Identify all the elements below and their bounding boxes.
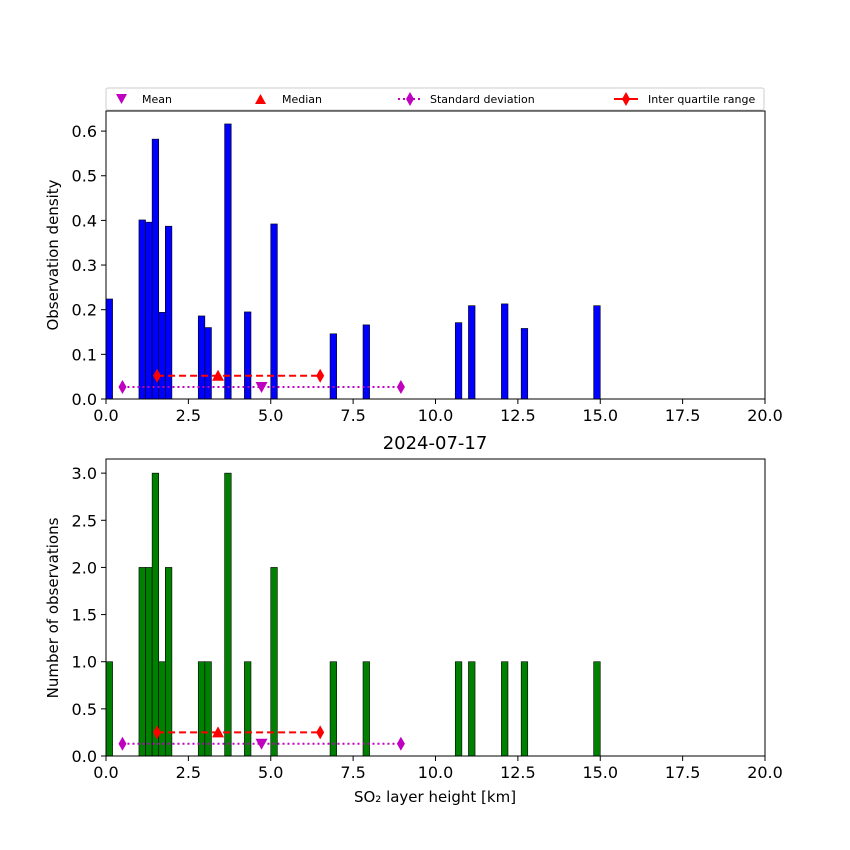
bar-1-14: [468, 661, 476, 757]
xtick-label-1-3: 7.5: [340, 763, 365, 782]
bar-0-17: [593, 305, 601, 400]
iqr-endpoint-0-0: [153, 368, 162, 383]
ytick-label-0-6: 0.6: [72, 122, 97, 141]
bar-1-2: [145, 567, 153, 757]
bar-1-8: [224, 472, 232, 757]
legend-entry-median: Median: [255, 93, 322, 106]
xtick-label-0-1: 2.5: [176, 406, 201, 425]
bar-1-12: [362, 661, 370, 757]
top-ylabel: Observation density: [44, 179, 62, 330]
bar-0-11: [329, 333, 337, 400]
ytick-label-0-5: 0.5: [72, 167, 97, 186]
bar-0-9: [244, 311, 252, 400]
bar-0-5: [165, 225, 173, 400]
legend-iqr-marker-icon: [622, 92, 630, 106]
bar-0-13: [454, 322, 463, 400]
iqr-endpoint-0-1: [316, 368, 325, 383]
xtick-label-0-8: 20.0: [747, 406, 783, 425]
bar-1-9: [244, 661, 252, 757]
legend-mean-label: Mean: [142, 93, 172, 106]
xtick-label-0-4: 10.0: [418, 406, 454, 425]
ytick-label-1-2: 1.0: [72, 653, 97, 672]
legend-iqr-label: Inter quartile range: [648, 93, 755, 106]
xtick-label-1-5: 12.5: [500, 763, 536, 782]
ytick-label-0-1: 0.1: [72, 345, 97, 364]
xtick-label-0-3: 7.5: [340, 406, 365, 425]
bar-1-13: [454, 661, 463, 757]
std-endpoint-1-0: [118, 736, 127, 751]
bar-0-15: [501, 303, 509, 400]
xtick-label-0-0: 0.0: [93, 406, 118, 425]
xtick-label-1-8: 20.0: [747, 763, 783, 782]
bar-0-1: [138, 219, 146, 400]
legend: Mean Median Standard deviation Inter qua…: [105, 87, 765, 111]
ytick-label-0-4: 0.4: [72, 211, 97, 230]
bar-1-3: [151, 472, 160, 757]
ytick-label-0-2: 0.2: [72, 301, 97, 320]
ytick-label-1-1: 0.5: [72, 700, 97, 719]
xtick-label-0-5: 12.5: [500, 406, 536, 425]
bar-1-5: [165, 567, 173, 757]
ytick-label-1-5: 2.5: [72, 511, 97, 530]
legend-std-label: Standard deviation: [430, 93, 535, 106]
bar-0-16: [520, 328, 529, 400]
bar-1-4: [158, 661, 166, 757]
bar-1-11: [329, 661, 337, 757]
mean-marker-1: [255, 738, 268, 750]
bar-0-2: [145, 221, 153, 400]
bar-1-0: [105, 661, 113, 757]
bar-1-16: [520, 661, 529, 757]
ytick-label-1-3: 1.5: [72, 606, 97, 625]
ytick-label-0-3: 0.3: [72, 256, 97, 275]
bar-1-6: [197, 661, 206, 757]
bottom-xlabel: SO₂ layer height [km]: [354, 788, 516, 806]
bar-0-10: [270, 223, 278, 400]
xtick-label-1-4: 10.0: [418, 763, 454, 782]
legend-entry-mean: Mean: [116, 93, 172, 106]
median-marker-0: [212, 369, 225, 381]
bar-1-7: [204, 661, 212, 757]
bar-0-8: [224, 123, 232, 400]
bar-1-15: [501, 661, 509, 757]
legend-mean-marker-icon: [116, 94, 127, 104]
xtick-label-1-6: 15.0: [582, 763, 618, 782]
density-histogram-panel: 0.0 2.5 5.0 7.5 10.0 12.5 15.0 17.5 20.0 0.0 0.1 0.…: [72, 110, 783, 425]
bar-0-14: [468, 305, 476, 400]
ytick-label-0-0: 0.0: [72, 390, 97, 409]
legend-median-marker-icon: [255, 94, 266, 104]
std-endpoint-1-1: [396, 736, 405, 751]
mean-marker-0: [255, 381, 268, 393]
count-histogram-panel: 0.0 2.5 5.0 7.5 10.0 12.5 15.0 17.5 20.0 0.0 0.5 1.…: [72, 458, 783, 782]
legend-median-label: Median: [282, 93, 322, 106]
bar-0-3: [151, 138, 160, 400]
ytick-label-1-4: 2.0: [72, 558, 97, 577]
bottom-ylabel: Number of observations: [44, 517, 62, 698]
bar-0-7: [204, 327, 212, 400]
bar-1-17: [593, 661, 601, 757]
bar-1-1: [138, 567, 146, 757]
iqr-endpoint-1-1: [316, 725, 325, 740]
xtick-label-1-1: 2.5: [176, 763, 201, 782]
bar-0-0: [105, 298, 113, 400]
bar-1-10: [270, 567, 278, 757]
xtick-label-1-2: 5.0: [258, 763, 283, 782]
median-marker-1: [212, 726, 225, 738]
xtick-label-1-7: 17.5: [665, 763, 701, 782]
ytick-label-1-0: 0.0: [72, 747, 97, 766]
iqr-endpoint-1-0: [153, 725, 162, 740]
bottom-panel-title: 2024-07-17: [383, 433, 488, 454]
xtick-label-0-7: 17.5: [665, 406, 701, 425]
legend-entry-std: Standard deviation: [398, 92, 535, 106]
std-endpoint-0-0: [118, 379, 127, 394]
legend-entry-iqr: Inter quartile range: [614, 92, 755, 106]
legend-std-marker-icon: [406, 92, 414, 106]
xtick-label-1-0: 0.0: [93, 763, 118, 782]
xtick-label-0-2: 5.0: [258, 406, 283, 425]
std-endpoint-0-1: [396, 379, 405, 394]
ytick-label-1-6: 3.0: [72, 464, 97, 483]
xtick-label-0-6: 15.0: [582, 406, 618, 425]
